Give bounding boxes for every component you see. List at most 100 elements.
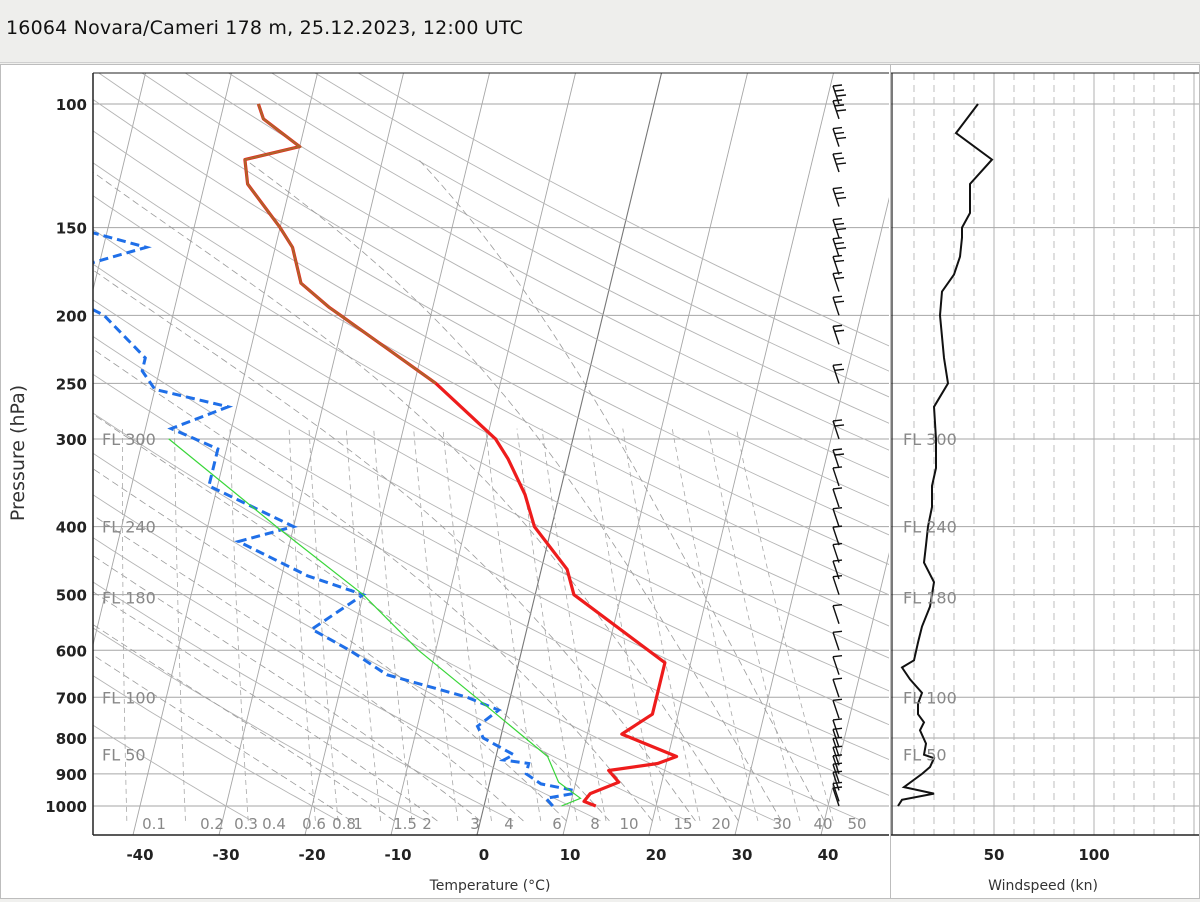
wind-barb-feather bbox=[832, 254, 843, 258]
pressure-tick-label: 250 bbox=[56, 375, 87, 393]
temperature-tick-label: 10 bbox=[560, 846, 581, 864]
wind-barb bbox=[832, 677, 843, 698]
wind-barb bbox=[832, 324, 845, 345]
wind-barb-shaft bbox=[832, 128, 840, 147]
wind-barb-feather bbox=[832, 604, 843, 607]
wind-barb-shaft bbox=[832, 576, 840, 595]
wind-barb-shaft bbox=[832, 605, 840, 624]
dry-adiabat bbox=[93, 335, 889, 760]
windspeed-grid bbox=[891, 73, 1199, 835]
mixing-ratio-line bbox=[541, 428, 607, 821]
wind-barb bbox=[832, 448, 845, 469]
temperature-tick-label: -10 bbox=[384, 846, 411, 864]
wind-barb-feather bbox=[836, 196, 847, 200]
mixing-ratio-label: 15 bbox=[673, 815, 692, 833]
wind-barb-shaft bbox=[832, 729, 840, 748]
wind-barb-shaft bbox=[832, 560, 840, 580]
flight-level-label: FL 300 bbox=[102, 430, 156, 449]
isotherm-line bbox=[390, 73, 576, 835]
wind-barb-feather bbox=[834, 104, 845, 107]
wind-barb-feather bbox=[832, 559, 843, 562]
wind-barb-feather bbox=[832, 271, 843, 275]
pressure-tick-label: 300 bbox=[56, 431, 87, 449]
wind-barb-feather bbox=[834, 300, 845, 304]
dry-adiabat bbox=[93, 228, 889, 659]
temperature-tick-label: -40 bbox=[126, 846, 153, 864]
wind-flight-level-label: FL 240 bbox=[903, 518, 957, 537]
x-axis-title: Temperature (°C) bbox=[429, 878, 551, 894]
moist-adiabat bbox=[93, 654, 352, 822]
series-parcel-path bbox=[168, 438, 582, 807]
chart-title: 16064 Novara/Cameri 178 m, 25.12.2023, 1… bbox=[6, 17, 524, 39]
dry-adiabat bbox=[93, 263, 889, 692]
wind-barb-shaft bbox=[832, 273, 840, 292]
wind-barb-shaft bbox=[832, 700, 840, 719]
wind-barb bbox=[832, 419, 845, 440]
wind-flight-level-label: FL 300 bbox=[903, 430, 957, 449]
wind-barb bbox=[832, 186, 847, 207]
mixing-ratio-line bbox=[345, 428, 382, 821]
mixing-ratio-line bbox=[174, 428, 186, 821]
moist-adiabat bbox=[93, 171, 739, 822]
wind-barb-shaft bbox=[832, 449, 840, 469]
skewt-data bbox=[93, 84, 847, 808]
wind-barb bbox=[832, 295, 845, 316]
mixing-ratio-line bbox=[516, 428, 578, 821]
isotherm-line bbox=[93, 73, 146, 292]
dry-adiabat bbox=[93, 195, 889, 627]
wind-barb-feather bbox=[832, 324, 843, 328]
isotherm-line bbox=[304, 73, 490, 835]
moist-adiabat bbox=[93, 269, 696, 822]
wind-flight-level-label: FL 50 bbox=[903, 746, 947, 765]
isotherm-line bbox=[820, 552, 889, 835]
wind-barb bbox=[832, 754, 843, 775]
isotherm-line bbox=[93, 73, 232, 647]
wind-barb bbox=[832, 770, 843, 791]
wind-barb bbox=[832, 236, 847, 257]
windspeed-labels: FL 300 FL 240 FL 180 FL 100 FL 50 50 100 Windsp… bbox=[891, 72, 1199, 894]
windspeed-axis-title: Windspeed (kn) bbox=[988, 878, 1098, 894]
wind-barb bbox=[832, 152, 847, 173]
wind-barb-feather bbox=[832, 186, 843, 190]
wind-barb-feather bbox=[832, 677, 843, 680]
wind-barb-feather bbox=[832, 217, 843, 221]
skewt-labels: 0.1 0.2 0.3 0.4 0.6 0.81 1.5 2 3 4 6 8 10 15 20 30 40 50F… bbox=[7, 72, 889, 894]
wind-barb-feather bbox=[832, 363, 843, 367]
pressure-tick-label: 200 bbox=[56, 307, 87, 325]
mixing-ratio-line bbox=[229, 428, 249, 821]
wind-flight-level-label: FL 100 bbox=[903, 688, 957, 707]
wind-barb bbox=[832, 745, 843, 766]
dry-adiabat bbox=[227, 73, 889, 424]
wind-barb-feather bbox=[832, 754, 843, 757]
dry-adiabat bbox=[93, 162, 889, 596]
y-axis-title: Pressure (hPa) bbox=[7, 385, 29, 521]
wind-barb-feather bbox=[834, 453, 845, 456]
wind-barb-shaft bbox=[832, 764, 840, 783]
mixing-ratio-line bbox=[736, 428, 834, 822]
wind-barb bbox=[832, 727, 843, 748]
wind-barb-shaft bbox=[832, 508, 840, 527]
wind-barb-shaft bbox=[832, 467, 840, 487]
wind-barb-shaft bbox=[832, 526, 840, 546]
wind-barb-feather bbox=[834, 131, 845, 135]
flight-level-label: FL 50 bbox=[102, 746, 146, 765]
wind-barb bbox=[832, 781, 843, 802]
mixing-ratio-label: 30 bbox=[772, 815, 791, 833]
wind-barb bbox=[832, 762, 843, 783]
flight-level-label: FL 100 bbox=[102, 688, 156, 707]
mixing-ratio-label: 1 bbox=[353, 815, 363, 833]
wind-barb-feather bbox=[832, 762, 843, 765]
wind-barb-feather bbox=[832, 295, 843, 299]
mixing-ratio-label: 0.3 bbox=[234, 815, 258, 833]
wind-barb bbox=[832, 542, 843, 563]
wind-barb-feather bbox=[836, 94, 847, 97]
dry-adiabat bbox=[93, 724, 253, 822]
wind-barb bbox=[832, 487, 843, 508]
wind-barb bbox=[832, 506, 843, 527]
wind-barb-shaft bbox=[832, 420, 840, 440]
wind-barb-feather bbox=[832, 736, 843, 740]
wind-barb bbox=[832, 84, 847, 105]
wind-barb-feather bbox=[834, 241, 845, 245]
pressure-tick-label: 900 bbox=[56, 766, 87, 784]
wind-barb-shaft bbox=[832, 219, 840, 238]
